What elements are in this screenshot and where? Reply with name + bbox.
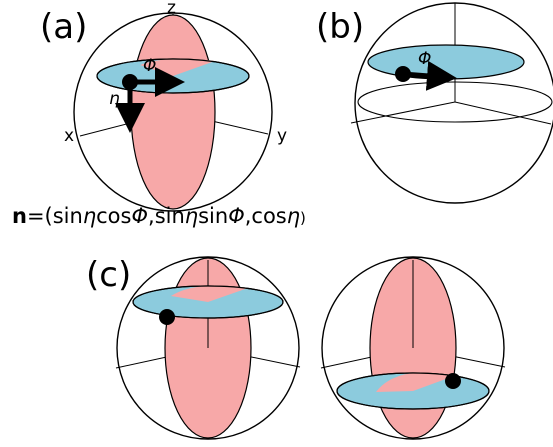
formula-part-5: ,cos bbox=[244, 204, 287, 228]
formula-close: ) bbox=[300, 209, 306, 227]
formula-phi-2: Φ bbox=[228, 204, 245, 228]
panel-c: (c) bbox=[86, 255, 506, 440]
x-axis-label: x bbox=[64, 126, 74, 146]
panel-b-label: (b) bbox=[316, 7, 364, 47]
formula-vector: n bbox=[12, 204, 27, 228]
latitude-disk-outline-c-right bbox=[336, 372, 490, 410]
latitude-disk-b bbox=[367, 44, 525, 80]
formula-eta-1: η bbox=[82, 204, 97, 228]
phi-label-a: Φ bbox=[143, 56, 156, 76]
state-dot-c-right bbox=[445, 373, 461, 389]
sphere-outline-c-left bbox=[116, 256, 300, 440]
meridian-wedge-c-right bbox=[376, 373, 454, 392]
state-dot-a bbox=[122, 74, 138, 90]
panel-b: (b) Φ bbox=[316, 2, 553, 204]
state-dot-b bbox=[395, 66, 411, 82]
formula-phi-1: Φ bbox=[131, 204, 149, 228]
y-axis-label: y bbox=[277, 126, 287, 146]
formula-eta-3: η bbox=[286, 204, 301, 228]
phi-label-b: Φ bbox=[418, 49, 431, 69]
formula-part-4: sin bbox=[198, 204, 229, 228]
formula-part-3: ,sin bbox=[148, 204, 185, 228]
sphere-c-left bbox=[115, 256, 301, 440]
state-dot-c-left bbox=[159, 309, 175, 325]
formula-part-2: cos bbox=[96, 204, 132, 228]
meridian-ellipse-a bbox=[130, 14, 216, 210]
y-axis-b bbox=[454, 101, 552, 125]
x-axis-b bbox=[350, 101, 456, 124]
unit-vector-formula: n=(sinηcosΦ,sinηsinΦ,cosη) bbox=[12, 206, 306, 227]
panel-a-label: (a) bbox=[40, 7, 87, 47]
panel-a: (a) z x y Φ η bbox=[40, 0, 287, 212]
sphere-outline-b bbox=[354, 2, 553, 204]
eta-label-a: η bbox=[109, 89, 120, 109]
sphere-outline-c-right bbox=[321, 256, 505, 440]
latitude-disk-outline-c-left bbox=[132, 285, 284, 319]
sphere-outline-a bbox=[73, 12, 273, 212]
meridian-wedge-c-left bbox=[171, 285, 248, 302]
z-axis-label: z bbox=[167, 0, 176, 18]
formula-part-1: =(sin bbox=[26, 204, 83, 228]
meridian-front-wedge-a2 bbox=[97, 62, 173, 82]
formula-eta-2: η bbox=[184, 204, 199, 228]
panel-c-label: (c) bbox=[86, 255, 131, 295]
sphere-c-right bbox=[320, 256, 506, 440]
